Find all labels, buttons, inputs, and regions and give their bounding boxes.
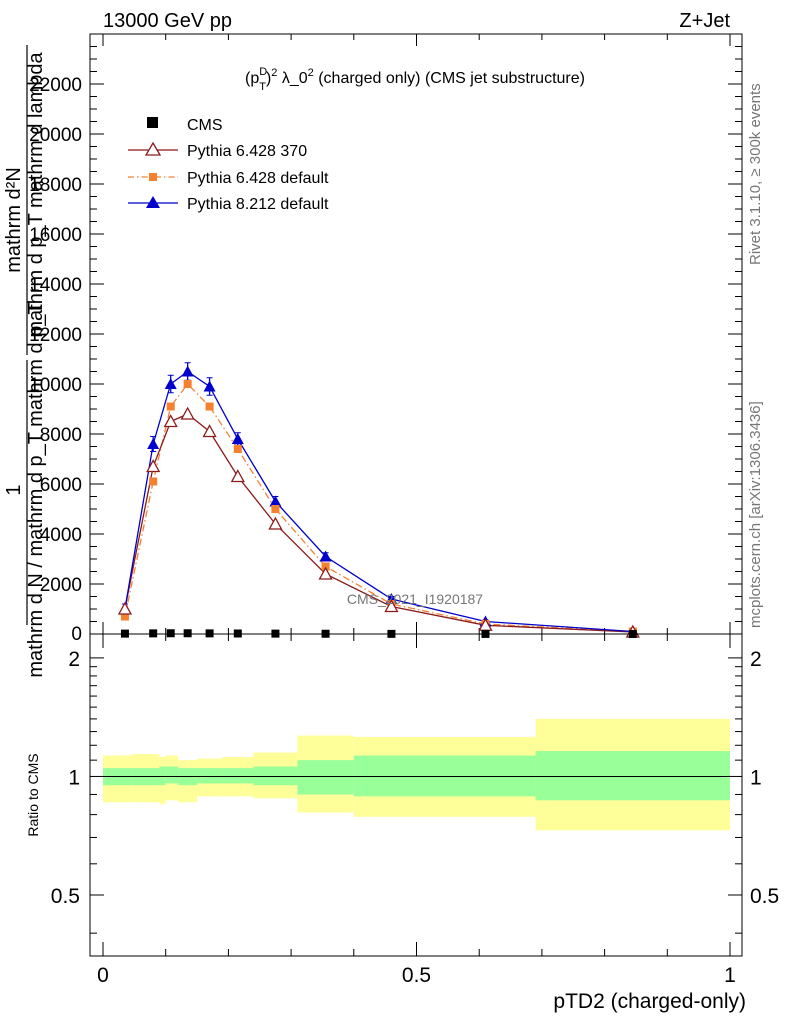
legend-marker-p6-default bbox=[149, 173, 157, 181]
legend-marker-p8-default bbox=[146, 196, 160, 208]
p6-default-marker bbox=[205, 402, 214, 411]
main-y-axis: 2000 4000 6000 8000 10000 12000 14000 16000 1800… bbox=[29, 34, 742, 645]
legend: CMS Pythia 6.428 370 Pythia 6.428 defaul… bbox=[128, 117, 329, 213]
title-lambda: λ_0 bbox=[282, 70, 308, 87]
ylabel-line2: mathrm d p_T mathrm d lambda bbox=[25, 51, 47, 337]
y-tick-label: 12000 bbox=[29, 325, 82, 346]
band-stat bbox=[253, 766, 298, 786]
title-lpow: 2 bbox=[308, 67, 314, 79]
y-tick-label: 20000 bbox=[29, 125, 82, 146]
band-stat bbox=[197, 768, 223, 784]
p6-default-marker bbox=[321, 562, 330, 571]
plot-title: (pD T)2 λ_02 (charged only) (CMS jet subs… bbox=[245, 66, 585, 93]
header-left: 13000 GeV pp bbox=[103, 10, 232, 32]
ratio-y-tick-label: 2 bbox=[68, 648, 80, 671]
y-tick-label: 16000 bbox=[29, 225, 82, 246]
side-rivet: Rivet 3.1.10, ≥ 300k events bbox=[747, 83, 764, 265]
legend-label-p8-default: Pythia 8.212 default bbox=[187, 196, 329, 213]
y-tick-label: 2000 bbox=[40, 575, 82, 596]
x-axis-label: pTD2 (charged-only) bbox=[553, 990, 746, 1013]
p6-370-marker bbox=[146, 459, 161, 473]
main-y-label: 1 mathrm d N / mathrm d p_T mathrm d p_T… bbox=[3, 45, 47, 678]
p8-marker bbox=[147, 438, 160, 449]
legend-label-p6-370: Pythia 6.428 370 bbox=[187, 143, 307, 160]
p6-default-marker bbox=[271, 505, 280, 513]
band-stat bbox=[165, 766, 179, 784]
p6-370-marker bbox=[117, 601, 133, 615]
cms-marker bbox=[205, 629, 214, 638]
p6-370-marker bbox=[318, 566, 333, 580]
x-tick-label: 1 bbox=[724, 964, 736, 987]
ylabel-line1: mathrm d²N bbox=[3, 167, 25, 273]
legend-marker-cms bbox=[147, 117, 158, 128]
ratio-y-tick-label-right: 0.5 bbox=[750, 885, 779, 908]
ratio-y-tick-label-right: 1 bbox=[750, 766, 762, 789]
p6-370-marker bbox=[230, 469, 245, 483]
ratio-y-tick-label-right: 2 bbox=[750, 648, 762, 671]
ratio-y-tick-label: 1 bbox=[68, 766, 80, 789]
p8-marker bbox=[231, 433, 244, 444]
x-tick-label: 0.5 bbox=[402, 964, 431, 987]
header-right: Z+Jet bbox=[679, 10, 730, 32]
p8-marker bbox=[269, 495, 282, 507]
ylabel-den: mathrm d N / mathrm d p_T mathrm d p_T bbox=[25, 302, 47, 677]
ratio-axes: 0.5 0.5 1 1 2 2 0 0.5 1 bbox=[51, 634, 779, 987]
legend-label-cms: CMS bbox=[187, 117, 223, 134]
y-tick-label: 6000 bbox=[40, 475, 82, 496]
band-stat bbox=[535, 751, 730, 801]
p6-default-marker bbox=[233, 445, 242, 453]
p6-default-marker bbox=[183, 380, 192, 388]
x-tick-label: 0 bbox=[97, 964, 109, 987]
p6-370-marker bbox=[268, 516, 283, 530]
y-tick-label: 10000 bbox=[29, 375, 82, 396]
y-tick-label: 8000 bbox=[40, 425, 82, 446]
legend-marker-p6-370 bbox=[144, 141, 162, 156]
p8-marker bbox=[203, 380, 216, 392]
title-pow: 2 bbox=[271, 67, 277, 79]
y-zero-label: 0 bbox=[71, 624, 82, 645]
p6-370-marker bbox=[384, 599, 399, 613]
p8-marker bbox=[164, 378, 177, 389]
p6-default-marker bbox=[149, 477, 158, 486]
ratio-y-label: Ratio to CMS bbox=[25, 753, 41, 836]
ratio-plot-area bbox=[103, 718, 730, 831]
title-sup-d: D bbox=[259, 66, 267, 78]
band-stat bbox=[222, 768, 254, 784]
y-tick-label: 4000 bbox=[40, 525, 82, 546]
side-mcplots: mcplots.cern.ch [arXiv:1306.3436] bbox=[747, 401, 764, 628]
y-tick-label: 18000 bbox=[29, 175, 82, 196]
cms-marker bbox=[166, 629, 175, 638]
p6-370-marker bbox=[180, 406, 195, 420]
title-p: (p bbox=[245, 70, 259, 87]
y-tick-label: 14000 bbox=[29, 275, 82, 296]
p8-marker bbox=[319, 550, 332, 562]
y-tick-label: 22000 bbox=[29, 75, 82, 96]
legend-label-p6-default: Pythia 6.428 default bbox=[187, 170, 329, 187]
ylabel-num: 1 bbox=[3, 484, 25, 495]
band-stat bbox=[297, 760, 354, 795]
ratio-y-tick-label: 0.5 bbox=[51, 885, 80, 908]
p6-default-marker bbox=[166, 402, 175, 411]
title-sub-t: T bbox=[259, 81, 266, 93]
main-plot-area bbox=[117, 362, 640, 638]
p6-370-marker bbox=[163, 414, 178, 428]
band-stat bbox=[159, 766, 166, 786]
analysis-watermark: CMS_2021_I1920187 bbox=[347, 591, 483, 607]
p6-370-marker bbox=[202, 424, 217, 438]
cms-marker bbox=[183, 629, 192, 638]
p6-default-marker bbox=[120, 612, 129, 621]
p8-marker bbox=[181, 365, 194, 377]
cms-marker bbox=[149, 629, 158, 638]
title-rest: (charged only) (CMS jet substructure) bbox=[318, 70, 585, 87]
